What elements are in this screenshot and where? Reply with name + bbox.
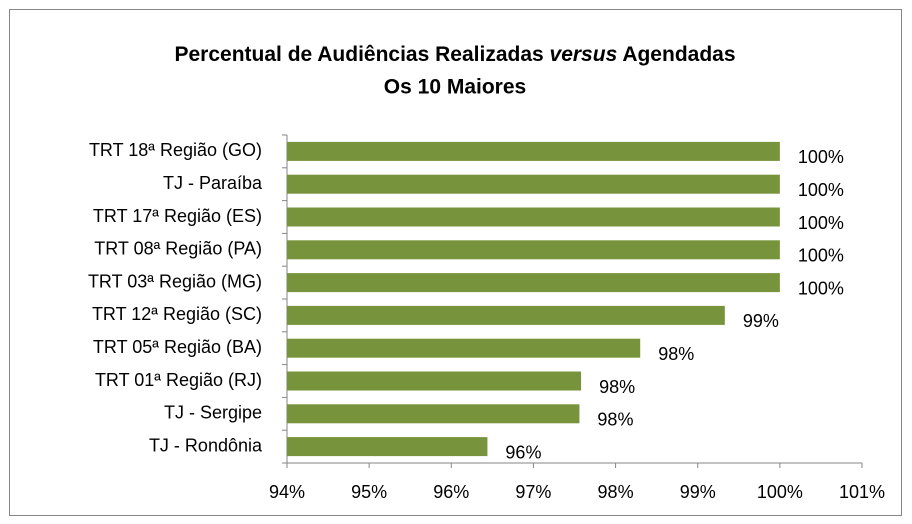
y-tick-label: TRT 12ª Região (SC) [92, 304, 262, 324]
y-tick-label: TJ - Rondônia [149, 435, 263, 455]
x-tick-label: 98% [598, 482, 634, 502]
y-tick-label: TRT 01ª Região (RJ) [95, 370, 262, 390]
y-tick-label: TRT 08ª Região (PA) [94, 239, 262, 259]
value-label: 100% [798, 147, 844, 167]
bar [287, 404, 580, 424]
x-tick-label: 94% [269, 482, 305, 502]
bar [287, 305, 725, 325]
y-tick-label: TRT 05ª Região (BA) [93, 337, 262, 357]
value-label: 100% [798, 213, 844, 233]
chart-title: Percentual de Audiências Realizadas vers… [174, 43, 735, 66]
x-tick-label: 96% [433, 482, 469, 502]
y-tick-label: TJ - Sergipe [164, 403, 262, 423]
value-label: 100% [798, 278, 844, 298]
y-tick-label: TRT 17ª Região (ES) [93, 206, 262, 226]
value-label: 98% [597, 410, 633, 430]
chart-border [9, 9, 902, 516]
value-label: 99% [743, 311, 779, 331]
value-label: 100% [798, 246, 844, 266]
x-tick-label: 95% [351, 482, 387, 502]
bar [287, 371, 582, 391]
value-label: 98% [599, 377, 635, 397]
bar [287, 240, 780, 260]
x-tick-label: 100% [757, 482, 803, 502]
title-part: versus [550, 43, 618, 66]
chart-subtitle: Os 10 Maiores [384, 76, 526, 99]
y-tick-label: TRT 03ª Região (MG) [88, 271, 262, 291]
x-tick-label: 101% [839, 482, 885, 502]
bar [287, 437, 488, 457]
x-tick-label: 99% [680, 482, 716, 502]
bar [287, 174, 780, 194]
y-tick-label: TRT 18ª Região (GO) [89, 140, 262, 160]
bar [287, 338, 641, 358]
value-label: 100% [798, 180, 844, 200]
x-tick-label: 97% [515, 482, 551, 502]
y-tick-label: TJ - Paraíba [163, 173, 263, 193]
value-label: 98% [658, 344, 694, 364]
bar [287, 141, 780, 161]
title-part: Agendadas [622, 43, 735, 66]
bar [287, 207, 780, 227]
value-label: 96% [505, 442, 541, 462]
title-part: Percentual de Audiências Realizadas [174, 43, 543, 66]
bar [287, 273, 780, 293]
